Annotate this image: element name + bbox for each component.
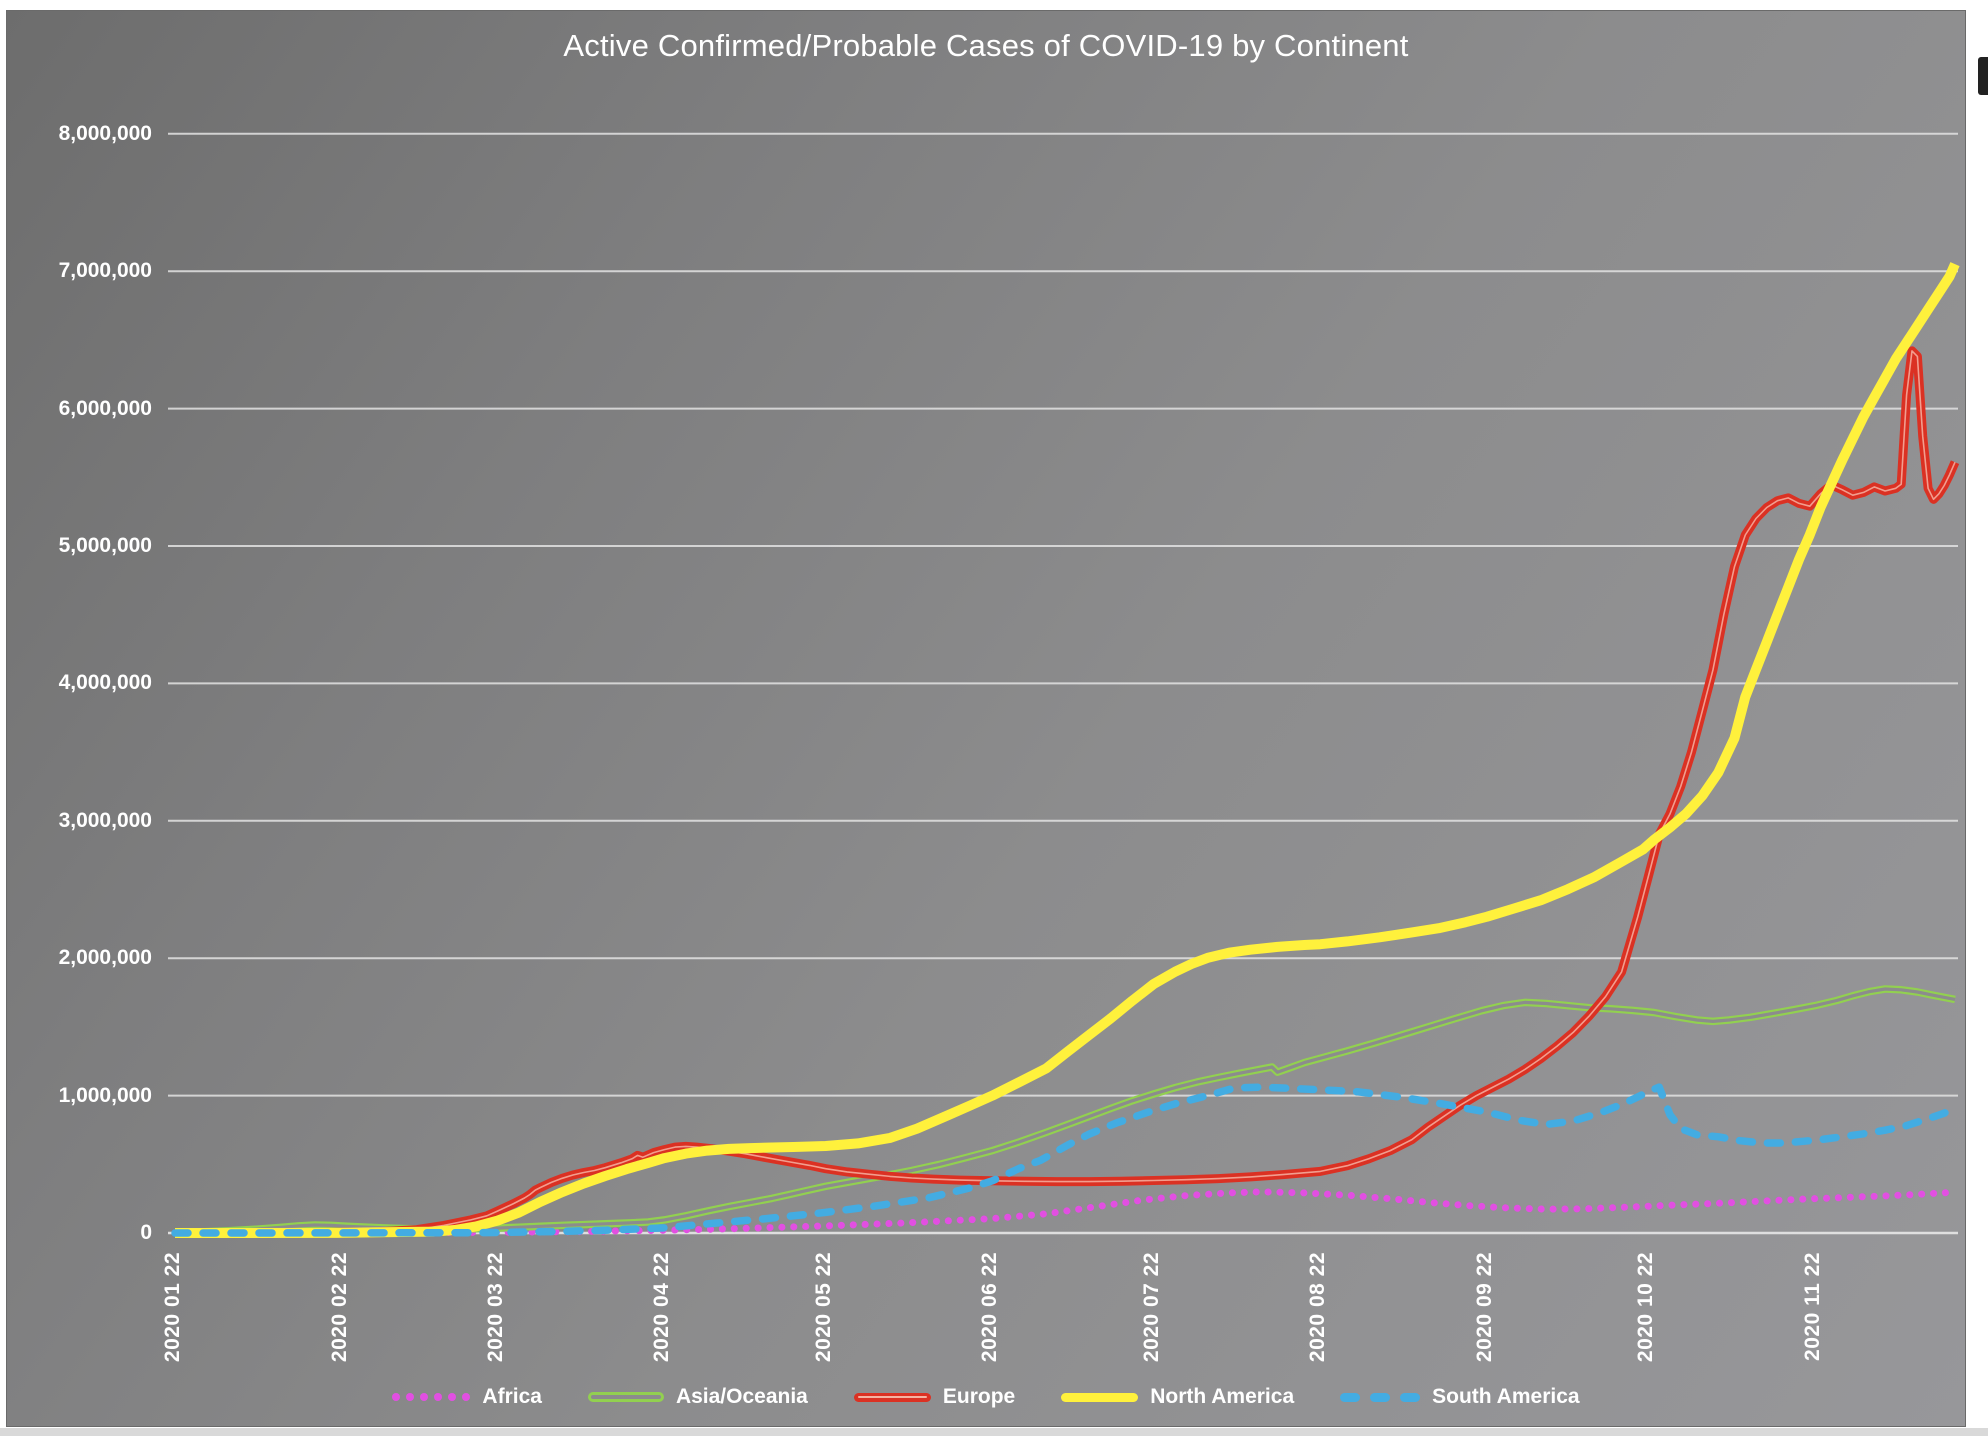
y-tick-label: 4,000,000 [58,671,152,695]
y-tick-label: 3,000,000 [58,808,152,832]
legend-swatch-north-america [1061,1392,1139,1402]
chart-canvas [6,10,1966,1427]
legend-swatch-asia-oceania [587,1392,664,1402]
y-tick-label: 2,000,000 [58,946,152,970]
x-tick-label: 2020 08 22 [1306,1252,1330,1363]
series-lines [171,262,1960,1238]
y-tick-label: 7,000,000 [58,259,152,283]
y-tick-label: 8,000,000 [58,121,152,145]
x-tick-label: 2020 05 22 [811,1252,835,1363]
x-tick-label: 2020 06 22 [978,1252,1002,1363]
x-tick-label: 2020 04 22 [650,1252,674,1363]
legend-item-africa: Africa [392,1385,542,1409]
window-edge-strip [0,1428,1988,1436]
legend-swatch-south-america [1340,1392,1421,1402]
legend-label-south-america: South America [1432,1385,1580,1408]
legend-swatch-africa [392,1393,471,1401]
x-tick-label: 2020 11 22 [1801,1252,1825,1361]
legend-label-africa: Africa [482,1385,542,1408]
x-tick-label: 2020 01 22 [161,1252,184,1363]
x-tick-label: 2020 09 22 [1473,1252,1497,1363]
scrollbar-fragment[interactable] [1978,57,1988,95]
chart-legend: Africa Asia/Oceania Europe North America Sou… [6,1378,1966,1416]
legend-item-asia-oceania: Asia/Oceania [587,1385,808,1409]
gridlines [168,132,1958,1235]
series-europe [174,346,1960,1238]
legend-item-north-america: North America [1061,1385,1294,1409]
y-tick-label: 0 [140,1221,152,1244]
y-tick-label: 1,000,000 [58,1083,152,1107]
legend-label-asia-oceania: Asia/Oceania [675,1385,808,1408]
x-tick-label: 2020 07 22 [1139,1252,1163,1363]
series-north-america [174,262,1960,1238]
series-africa [171,1188,1959,1237]
legend-item-europe: Europe [853,1385,1016,1409]
legend-swatch-europe [853,1392,931,1402]
series-asia-oceania [174,985,1956,1237]
x-tick-label: 2020 10 22 [1634,1252,1658,1363]
x-tick-label: 2020 02 22 [327,1252,351,1363]
legend-label-north-america: North America [1150,1385,1295,1408]
legend-item-south-america: South America [1340,1385,1580,1409]
y-tick-label: 5,000,000 [58,534,152,557]
legend-label-europe: Europe [942,1385,1016,1408]
x-tick-label: 2020 03 22 [483,1252,507,1363]
chart-title: Active Confirmed/Probable Cases of COVID… [563,28,1409,63]
series-south-america [171,1083,1959,1237]
y-tick-label: 6,000,000 [58,396,152,420]
